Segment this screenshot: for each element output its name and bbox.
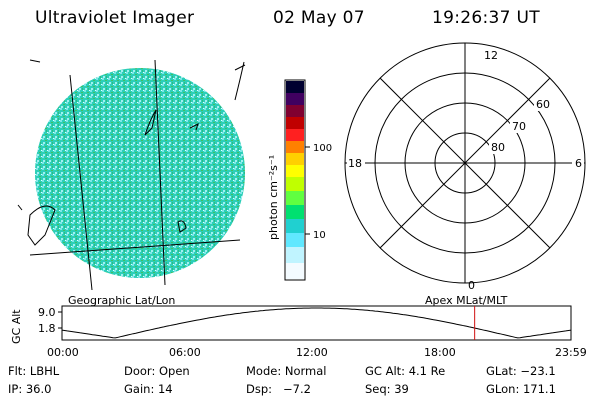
dsp-info: Dsp: −7.2 (246, 382, 311, 396)
polar-grid (344, 42, 586, 284)
lat-label-60: 60 (536, 98, 550, 111)
seq-info: Seq: 39 (365, 382, 409, 396)
alt-xtick-3: 18:00 (424, 346, 456, 359)
alt-xtick-0: 00:00 (47, 346, 79, 359)
mlt-label-18: 18 (348, 157, 362, 170)
colorbar-tick-10: 10 (313, 230, 326, 241)
mlt-label-12: 12 (484, 49, 498, 62)
alt-xtick-1: 06:00 (169, 346, 201, 359)
colorbar-tick-100: 100 (313, 143, 332, 154)
altitude-plot: 9.0 1.8 GC Alt (10, 305, 572, 344)
altitude-curve (61, 307, 572, 339)
geographic-projection-label: Geographic Lat/Lon (68, 294, 176, 307)
geographic-grid (17, 59, 246, 291)
alt-ylabel: GC Alt (10, 309, 23, 344)
mode-info: Mode: Normal (246, 364, 327, 378)
door-info: Door: Open (124, 364, 190, 378)
gain-info: Gain: 14 (124, 382, 173, 396)
auroral-image-disc (35, 68, 245, 278)
instrument-title: Ultraviolet Imager (35, 8, 195, 28)
colorbar (284, 79, 310, 281)
alt-xtick-4: 23:59 (555, 346, 587, 359)
time-label: 19:26:37 UT (432, 8, 540, 28)
glat-info: GLat: −23.1 (486, 364, 556, 378)
alt-ytick-low: 1.8 (38, 322, 56, 335)
image-panel: 100 10 photon cm⁻²s⁻¹ 12 6 0 18 60 70 80 (17, 42, 586, 292)
colorbar-label: photon cm⁻²s⁻¹ (267, 155, 280, 240)
glon-info: GLon: 171.1 (486, 382, 556, 396)
alt-ytick-high: 9.0 (38, 306, 56, 319)
alt-xtick-2: 12:00 (296, 346, 328, 359)
mlt-label-6: 6 (575, 157, 582, 170)
apex-projection-label: Apex MLat/MLT (425, 294, 508, 307)
lat-label-70: 70 (512, 120, 526, 133)
date-label: 02 May 07 (273, 8, 365, 28)
mlt-label-0: 0 (468, 279, 475, 292)
flt-info: Flt: LBHL (8, 364, 60, 378)
gc-alt-info: GC Alt: 4.1 Re (365, 364, 446, 378)
lat-label-80: 80 (491, 141, 505, 154)
ip-info: IP: 36.0 (8, 382, 52, 396)
